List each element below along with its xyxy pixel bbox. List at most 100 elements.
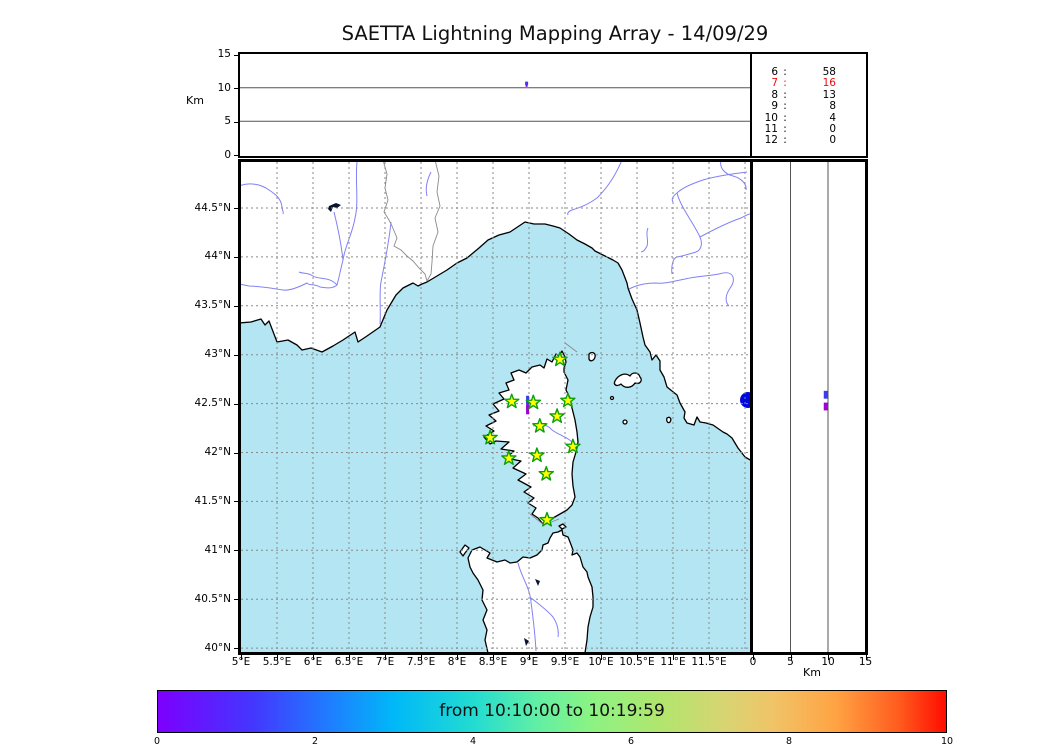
lightning-source-streak: [823, 402, 828, 411]
lake-serre-poncon: [328, 203, 341, 212]
altitude-km: 10: [764, 111, 778, 124]
country-borders: [383, 162, 578, 526]
altitude-km: 12: [764, 134, 778, 147]
axis-tick: [565, 655, 566, 660]
axis-tick: [233, 54, 238, 56]
altitude-count-row: 10: 4: [752, 111, 866, 124]
axis-tick: [753, 655, 754, 660]
lma-station-star: [482, 429, 498, 445]
axis-tick: [673, 655, 674, 660]
axis-tick: [385, 655, 386, 660]
right-panel-xtick: 10: [821, 656, 835, 668]
axis-tick: [233, 648, 238, 650]
altitude-latitude-panel: [750, 159, 868, 655]
axis-tick: [233, 550, 238, 552]
lightning-source-point: [525, 84, 528, 87]
axis-tick: [233, 305, 238, 307]
altitude-km: :: [783, 123, 787, 136]
axis-tick: [233, 354, 238, 356]
map-lat-tick: 44.5°N: [194, 201, 231, 214]
axis-tick: [349, 655, 350, 660]
altitude-counts-panel: 6:58 7:16 8:13 9:8 10:4 11:0 12:0: [750, 52, 868, 158]
map-lat-tick: 43.5°N: [194, 299, 231, 312]
lma-station-star: [538, 465, 554, 481]
altitude-km: 8: [771, 88, 778, 101]
sardinia-lake-2: [524, 638, 529, 646]
axis-tick: [637, 655, 638, 660]
altitude-km: :: [783, 88, 787, 101]
geographic-map: [241, 162, 750, 652]
colorbar-tick: 0: [153, 736, 161, 747]
lma-station-star: [504, 393, 520, 409]
map-lat-tick: 44°N: [204, 250, 231, 263]
giglio-island: [666, 416, 672, 424]
altitude-time-panel: [238, 52, 753, 158]
lma-station-star: [549, 408, 565, 423]
map-lon-tick: 8.5°E: [478, 656, 508, 668]
map-lon-tick: 7.5°E: [406, 656, 436, 668]
altitude-km: :: [783, 77, 787, 90]
altitude-km: 11: [764, 123, 778, 136]
altitude-km: 6: [771, 66, 778, 78]
altitude-count-row: 6: 58: [752, 66, 866, 78]
altitude-km: :: [783, 100, 787, 113]
source-count: 58: [822, 66, 836, 78]
altitude-latitude-plot: [790, 162, 829, 652]
altitude-km: 7: [771, 77, 778, 90]
landmasses: [241, 162, 750, 652]
axis-tick: [709, 655, 710, 660]
altitude-km: 9: [771, 100, 778, 113]
axis-tick: [313, 655, 314, 660]
axis-tick: [790, 655, 792, 660]
map-lat-tick: 43°N: [204, 348, 231, 361]
lma-station-star: [525, 394, 542, 410]
altitude-count-row: 8: 13: [752, 88, 866, 101]
lightning-sources-map: [526, 395, 530, 415]
time-colorbar: from 10:10:00 to 10:19:59: [157, 690, 947, 733]
map-lon-tick: 6°E: [303, 656, 323, 668]
axis-tick: [233, 256, 238, 258]
axis-tick: [828, 655, 829, 660]
map-lat-tick: 41°N: [204, 543, 231, 556]
map-lat-tick: 41.5°N: [194, 494, 231, 507]
lma-station-star: [560, 392, 576, 408]
altitude-km: :: [783, 111, 787, 124]
lma-station-star: [565, 438, 581, 454]
lma-stations: [482, 351, 581, 527]
top-panel-ytick: 10: [217, 81, 231, 94]
colorbar-tick: 10: [940, 736, 954, 747]
map-lon-tick: 7°E: [375, 656, 395, 668]
map-lat-tick: 42.5°N: [194, 397, 231, 410]
top-y-axis-label: Km: [186, 94, 204, 107]
axis-tick: [233, 121, 238, 123]
map-lat-tick: 42°N: [204, 446, 231, 458]
map-lon-tick: 9.5°E: [550, 656, 580, 668]
map-lon-tick: 8°E: [447, 656, 467, 668]
top-panel-ytick: 5: [224, 115, 231, 128]
altitude-count-row: 7: 16: [752, 77, 866, 90]
page-title: SAETTA Lightning Mapping Array - 14/09/2…: [341, 22, 769, 45]
lightning-source-streak: [526, 404, 530, 415]
maddalena-islets: [558, 523, 567, 530]
rivers: [241, 162, 750, 652]
top-panel-ytick: 15: [217, 48, 231, 60]
pianosa-island: [609, 395, 615, 401]
continent-coastline: [241, 162, 750, 461]
right-panel-xtick: 15: [858, 656, 873, 668]
axis-tick: [233, 501, 238, 503]
axis-tick: [601, 655, 602, 660]
source-count: 13: [822, 88, 836, 101]
altitude-km: :: [783, 66, 787, 78]
axis-tick: [233, 599, 238, 601]
map-graticule: [241, 162, 750, 652]
lma-station-star: [529, 447, 545, 463]
lightning-source-point: [525, 81, 529, 86]
map-lon-tick: 6.5°E: [334, 656, 364, 668]
axis-tick: [277, 655, 278, 660]
right-panel-xtick: 0: [749, 656, 757, 668]
map-panel: [238, 159, 753, 655]
lma-station-star: [539, 511, 555, 527]
map-lon-tick: 10.5°E: [619, 656, 655, 668]
capraia-island: [588, 351, 596, 362]
